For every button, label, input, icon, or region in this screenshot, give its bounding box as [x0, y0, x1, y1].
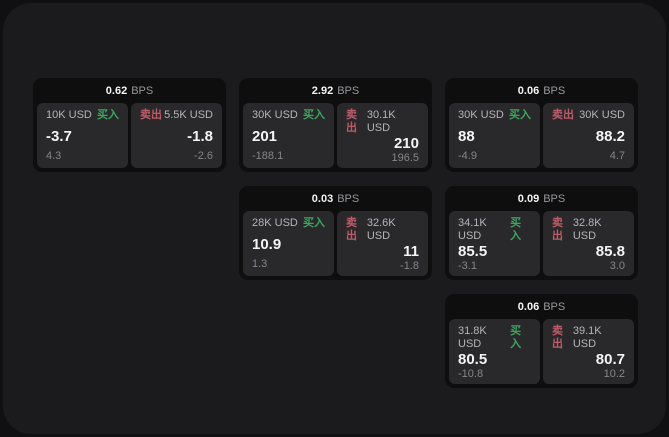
sell-sub-value: 4.7	[609, 150, 625, 162]
sell-size: 5.5K USD	[164, 109, 213, 121]
buy-label: 买入	[509, 109, 531, 121]
sell-tile[interactable]: 卖出 39.1K USD 80.7 10.2	[543, 319, 634, 384]
buy-size: 34.1K USD	[458, 217, 487, 242]
buy-size: 10K USD	[46, 109, 92, 121]
sell-size: 30.1K USD	[366, 109, 396, 134]
buy-tile[interactable]: 30K USD 买入 201 -188.1	[243, 103, 334, 168]
sell-size: 30K USD	[579, 109, 625, 121]
buy-price: 80.5	[458, 351, 488, 368]
sell-sub-value: -1.8	[400, 260, 419, 272]
buy-price: 88	[458, 127, 475, 145]
bps-value: 0.06	[517, 84, 540, 97]
bps-unit-label: BPS	[131, 84, 154, 97]
buy-price: 201	[252, 127, 278, 145]
bps-unit-label: BPS	[543, 192, 566, 205]
sell-price: 11	[403, 243, 419, 260]
sell-price: -1.8	[187, 127, 213, 145]
buy-sub-value: -188.1	[252, 150, 284, 162]
buy-price: -3.7	[46, 127, 72, 145]
quote-card-4: 0.03 BPS 28K USD 买入 10.9 1.3 卖出 32.6K US…	[239, 186, 432, 280]
sell-price: 80.7	[595, 351, 625, 368]
buy-tile[interactable]: 30K USD 买入 88 -4.9	[449, 103, 540, 168]
sell-sub-value: 10.2	[603, 368, 625, 380]
sell-tile[interactable]: 卖出 32.8K USD 85.8 3.0	[543, 211, 634, 276]
buy-size: 30K USD	[458, 109, 504, 121]
buy-sub-value: -3.1	[458, 260, 477, 272]
buy-label: 买入	[510, 325, 522, 350]
sell-label: 卖出	[552, 109, 574, 121]
sell-tile[interactable]: 卖出 30.1K USD 210 196.5	[337, 103, 428, 168]
buy-label: 买入	[510, 217, 522, 242]
sell-tile[interactable]: 卖出 32.6K USD 11 -1.8	[337, 211, 428, 276]
buy-label: 买入	[303, 109, 325, 121]
sell-label: 卖出	[346, 109, 357, 134]
sell-price: 85.8	[595, 243, 625, 260]
sell-price: 210	[393, 135, 419, 152]
buy-sub-value: 1.3	[252, 258, 268, 270]
bps-value: 0.03	[311, 192, 334, 205]
sell-label: 卖出	[346, 217, 357, 242]
buy-sub-value: 4.3	[46, 150, 62, 162]
buy-label: 买入	[303, 217, 325, 229]
buy-price: 85.5	[458, 243, 488, 260]
sell-label: 卖出	[140, 109, 162, 121]
bps-value: 0.09	[517, 192, 540, 205]
bps-unit-label: BPS	[337, 192, 360, 205]
buy-tile[interactable]: 28K USD 买入 10.9 1.3	[243, 211, 334, 276]
quote-card-3: 0.06 BPS 30K USD 买入 88 -4.9 卖出 30K USD 8…	[445, 78, 638, 172]
bps-header: 0.03 BPS	[243, 186, 428, 211]
bps-header: 0.06 BPS	[449, 78, 634, 103]
sell-price: 88.2	[595, 127, 625, 145]
sell-size: 32.8K USD	[572, 217, 602, 242]
sell-label: 卖出	[552, 217, 563, 242]
sell-tile[interactable]: 卖出 5.5K USD -1.8 -2.6	[131, 103, 222, 168]
sell-label: 卖出	[552, 325, 563, 350]
bps-header: 0.62 BPS	[37, 78, 222, 103]
bps-header: 0.06 BPS	[449, 294, 634, 319]
buy-sub-value: -10.8	[458, 368, 484, 380]
buy-tile[interactable]: 31.8K USD 买入 80.5 -10.8	[449, 319, 540, 384]
bps-header: 0.09 BPS	[449, 186, 634, 211]
sell-sub-value: 3.0	[609, 260, 625, 272]
buy-label: 买入	[97, 109, 119, 121]
buy-size: 28K USD	[252, 217, 298, 229]
quote-card-5: 0.09 BPS 34.1K USD 买入 85.5 -3.1 卖出 32.8K…	[445, 186, 638, 280]
buy-price: 10.9	[252, 235, 282, 253]
quote-card-2: 2.92 BPS 30K USD 买入 201 -188.1 卖出 30.1K …	[239, 78, 432, 172]
sell-size: 39.1K USD	[572, 325, 602, 350]
bps-unit-label: BPS	[543, 300, 566, 313]
buy-tile[interactable]: 34.1K USD 买入 85.5 -3.1	[449, 211, 540, 276]
bps-value: 0.06	[517, 300, 540, 313]
bps-header: 2.92 BPS	[243, 78, 428, 103]
sell-sub-value: 196.5	[391, 152, 419, 164]
bps-value: 2.92	[311, 84, 334, 97]
sell-tile[interactable]: 卖出 30K USD 88.2 4.7	[543, 103, 634, 168]
bps-unit-label: BPS	[337, 84, 360, 97]
quote-card-6: 0.06 BPS 31.8K USD 买入 80.5 -10.8 卖出 39.1…	[445, 294, 638, 388]
quote-card-1: 0.62 BPS 10K USD 买入 -3.7 4.3 卖出 5.5K USD…	[33, 78, 226, 172]
bps-value: 0.62	[105, 84, 128, 97]
sell-size: 32.6K USD	[366, 217, 396, 242]
buy-size: 31.8K USD	[458, 325, 487, 350]
bps-unit-label: BPS	[543, 84, 566, 97]
sell-sub-value: -2.6	[194, 150, 213, 162]
buy-tile[interactable]: 10K USD 买入 -3.7 4.3	[37, 103, 128, 168]
buy-sub-value: -4.9	[458, 150, 477, 162]
quote-grid: 0.62 BPS 10K USD 买入 -3.7 4.3 卖出 5.5K USD…	[33, 78, 638, 388]
buy-size: 30K USD	[252, 109, 298, 121]
